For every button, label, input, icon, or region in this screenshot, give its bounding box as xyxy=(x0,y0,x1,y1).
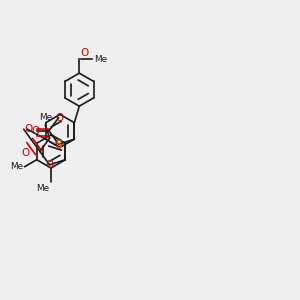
Text: O: O xyxy=(55,139,63,149)
Text: Me: Me xyxy=(94,55,107,64)
Text: O: O xyxy=(31,126,39,136)
Text: O: O xyxy=(21,148,29,158)
Text: O: O xyxy=(80,48,88,58)
Text: S: S xyxy=(55,140,62,150)
Text: Me: Me xyxy=(10,162,23,171)
Text: O: O xyxy=(56,112,64,123)
Text: O: O xyxy=(55,139,63,149)
Text: Me: Me xyxy=(36,184,50,193)
Text: O: O xyxy=(25,124,33,134)
Text: O: O xyxy=(46,160,54,170)
Text: Me: Me xyxy=(39,113,52,122)
